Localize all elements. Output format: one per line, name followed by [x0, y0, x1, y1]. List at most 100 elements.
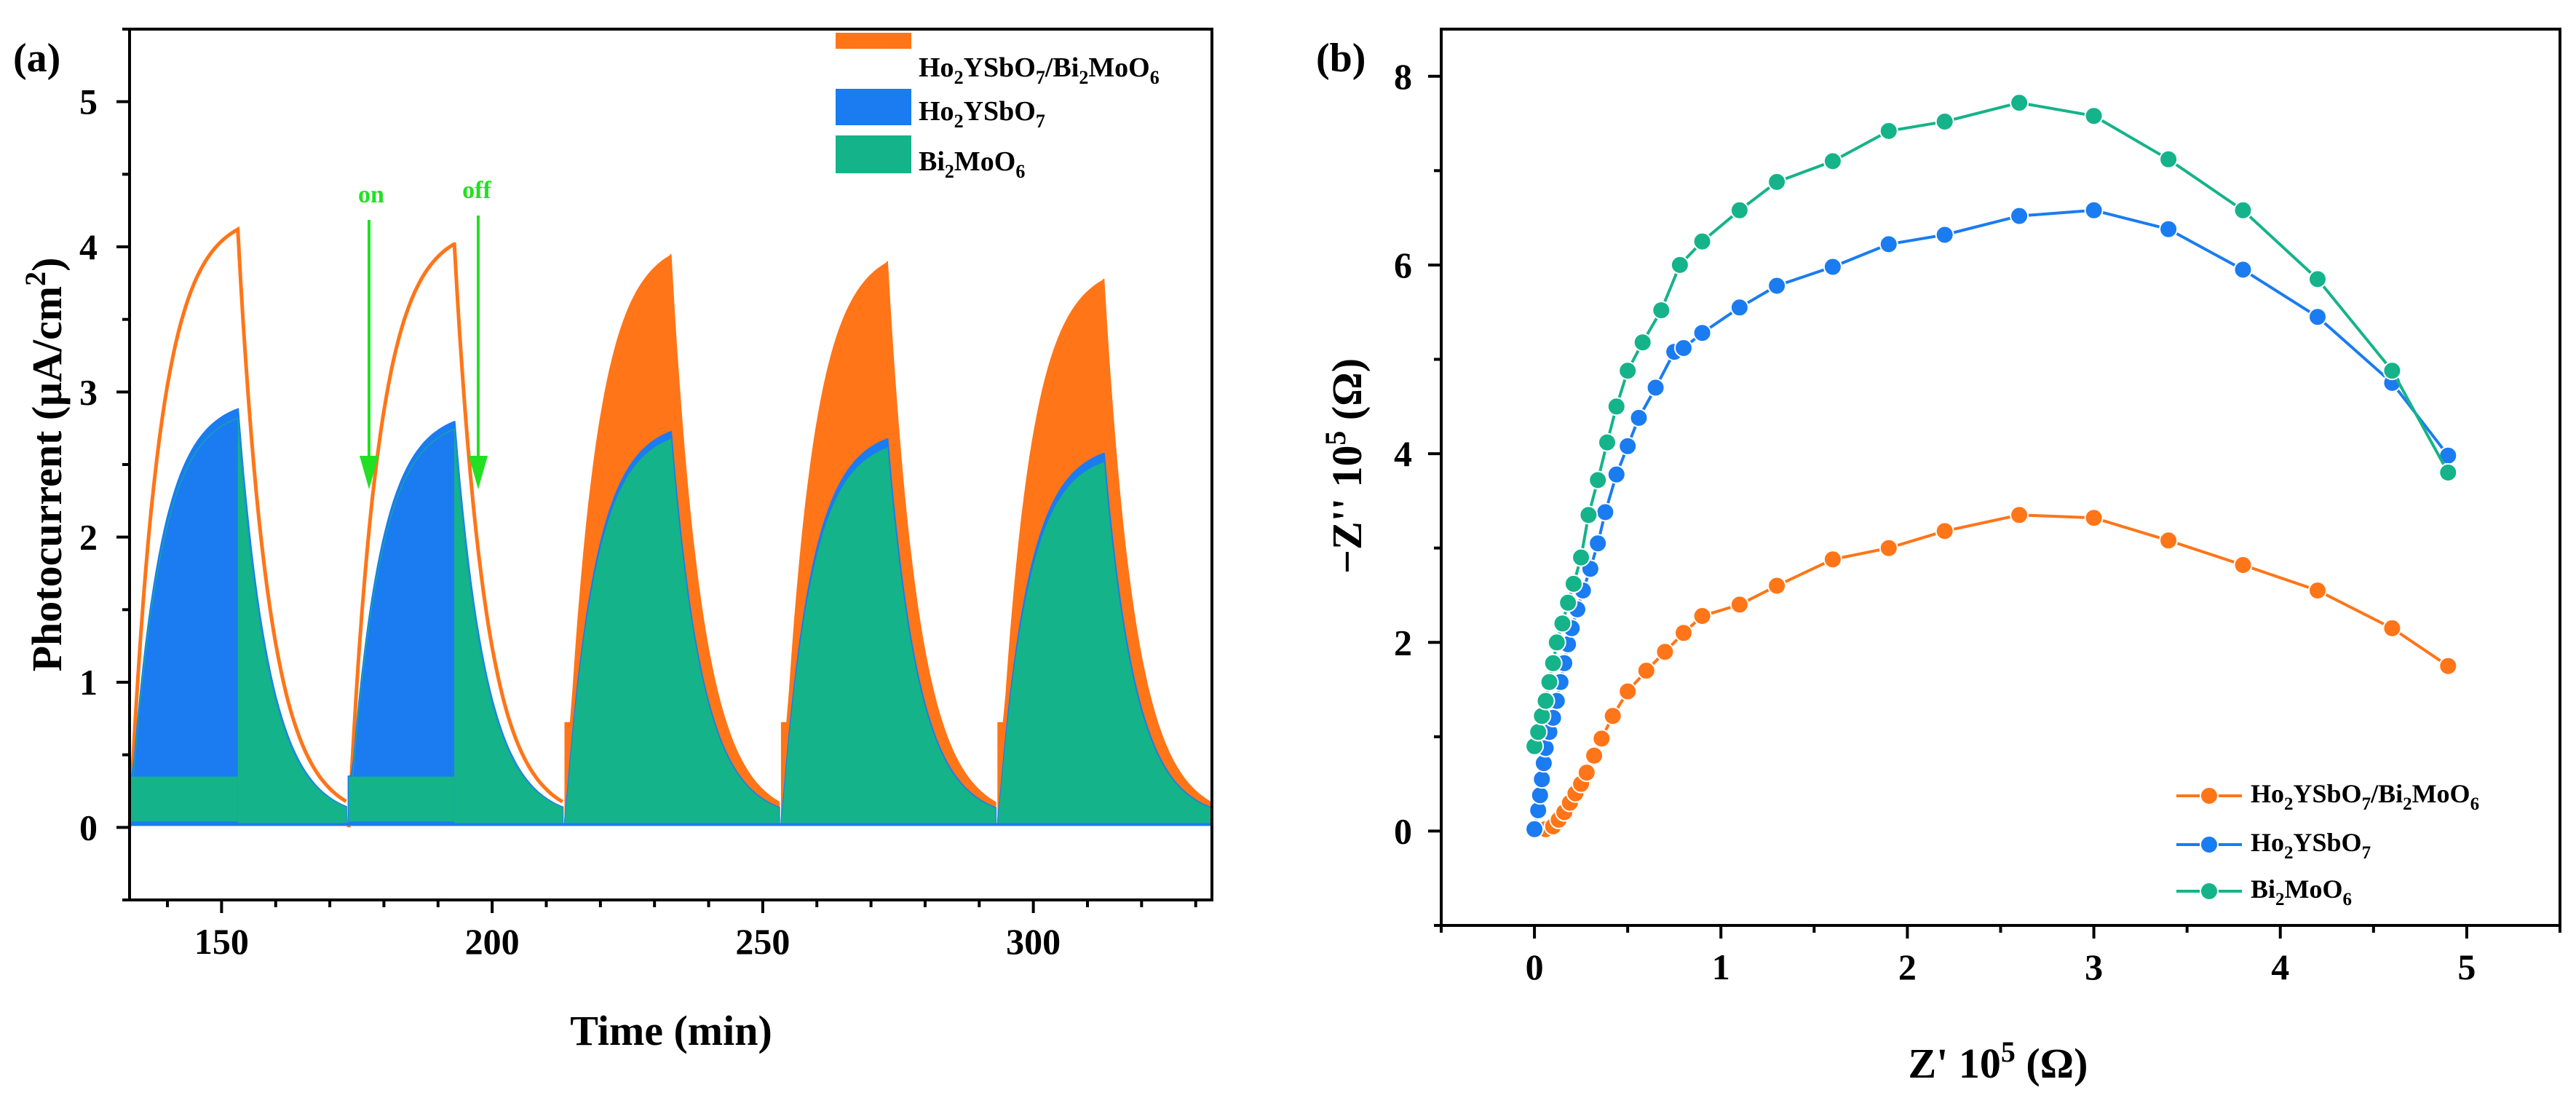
bi-data-point	[2438, 463, 2458, 482]
ho-data-point	[2308, 307, 2327, 327]
composite-data-point	[1729, 595, 1749, 615]
bi-data-point	[1529, 722, 1548, 742]
bi-data-point	[1536, 691, 1555, 711]
x-tick-label-b: 1	[1712, 947, 1730, 987]
legend-b-marker-bi	[2200, 882, 2219, 901]
bi-data-point	[1670, 255, 1689, 274]
ho-data-point	[2159, 219, 2179, 239]
off-annotation: off	[462, 177, 491, 489]
panel-b-y-axis-title: −Z'' 105 (Ω)	[1319, 358, 1371, 574]
bi-data-point	[2084, 106, 2104, 126]
composite-data-point	[2084, 508, 2104, 528]
legend-a-swatch-ho	[836, 89, 911, 125]
y-tick-label-a: 5	[79, 82, 98, 122]
panel-a-ticks: 150 200 250 300 0 1 2 3 4 5	[79, 28, 1197, 962]
panel-a-y-axis-title: Photocurrent (μA/cm2)	[19, 258, 71, 672]
bi-data-point	[1935, 112, 1954, 131]
y-tick-label-a: 0	[79, 807, 98, 848]
bi-decay-strip	[237, 426, 346, 825]
composite-data-point	[2010, 505, 2029, 525]
ho-data-point	[1692, 323, 1712, 343]
panel-a-photocurrent-chart: 150 200 250 300 0 1 2 3 4 5 (a) Time (min) Photoc…	[13, 28, 1213, 1054]
bi-data-point	[1729, 200, 1749, 220]
x-tick-label-a: 250	[735, 921, 790, 962]
legend-b-marker-ho	[2200, 835, 2219, 854]
composite-data-point	[1577, 763, 1596, 783]
bi-area-cycle	[997, 461, 1213, 825]
legend-a-label-composite: Ho2YSbO7/Bi2MoO6	[919, 52, 1160, 88]
bi-data-point	[1579, 505, 1598, 525]
bi-data-point	[2159, 149, 2179, 169]
y-tick-label-b: 4	[1394, 433, 1412, 474]
on-arrow-head	[360, 456, 379, 489]
composite-data-point	[1823, 550, 1842, 569]
composite-data-point	[1674, 623, 1693, 643]
legend-b-label-bi: Bi2MoO6	[2251, 874, 2352, 909]
y-tick-label-b: 0	[1394, 810, 1412, 851]
bi-data-point	[2308, 269, 2327, 289]
x-tick-label-a: 300	[1006, 921, 1061, 962]
bi-data-point	[1543, 653, 1563, 673]
legend-a-swatch-bi	[836, 135, 911, 173]
composite-curve-cycle	[127, 226, 347, 828]
ho-data-point	[1596, 502, 1615, 522]
legend-a-label-bi: Bi2MoO6	[919, 146, 1025, 182]
panel-b-plot-area	[1525, 93, 2458, 839]
ho-data-point	[1525, 819, 1545, 839]
y-tick-label-b: 8	[1394, 56, 1412, 97]
x-tick-label-b: 3	[2085, 947, 2103, 987]
composite-data-point	[1767, 576, 1787, 596]
bi-area-cycle	[565, 438, 780, 825]
x-tick-label-b: 2	[1898, 947, 1917, 987]
legend-b-label-composite: Ho2YSbO7/Bi2MoO6	[2251, 779, 2479, 814]
composite-data-point	[2438, 656, 2458, 676]
y-tick-label-b: 6	[1394, 245, 1412, 285]
panel-a-plot-area	[127, 226, 1213, 828]
panel-b-label: (b)	[1316, 36, 1366, 81]
bi-data-point	[2233, 200, 2253, 220]
composite-data-point	[2308, 581, 2327, 600]
legend-a-swatch-composite	[836, 33, 911, 49]
composite-data-point	[1692, 607, 1712, 625]
ho-data-point	[1588, 534, 1608, 553]
bi-data-point	[1823, 151, 1842, 171]
x-tick-label-b: 5	[2457, 947, 2476, 987]
bi-base-strip	[349, 776, 455, 822]
ho-data-point	[1618, 436, 1638, 456]
ho-data-point	[1606, 465, 1626, 484]
ho-data-point	[1646, 378, 1665, 398]
bi-data-point	[1558, 593, 1578, 612]
legend-b-item-composite: Ho2YSbO7/Bi2MoO6	[2176, 779, 2479, 814]
composite-data-point	[2382, 618, 2402, 638]
on-annotation: on	[358, 181, 384, 489]
panel-a-label: (a)	[13, 36, 60, 81]
x-tick-label-b: 0	[1526, 947, 1544, 987]
bi-data-point	[1633, 333, 1652, 352]
on-label: on	[358, 181, 384, 208]
x-tick-label-a: 200	[465, 921, 520, 962]
ho-data-point	[2233, 260, 2253, 280]
bi-data-point	[1553, 614, 1572, 633]
legend-b-item-ho: Ho2YSbO7	[2176, 828, 2371, 863]
legend-b-item-bi: Bi2MoO6	[2176, 874, 2352, 909]
composite-curve-cycle	[346, 242, 564, 828]
composite-data-point	[1655, 642, 1675, 662]
bi-data-point	[1598, 432, 1617, 452]
composite-data-point	[1603, 706, 1622, 726]
bi-data-point	[1692, 232, 1712, 251]
ho-data-point	[1530, 786, 1550, 805]
bi-data-point	[2382, 361, 2402, 381]
y-tick-label-a: 1	[79, 662, 98, 703]
off-arrow-head	[469, 456, 488, 489]
bi-decay-strip	[454, 436, 563, 825]
composite-data-point	[1935, 521, 1954, 541]
bi-data-point	[1572, 548, 1591, 567]
y-tick-label-b: 2	[1394, 622, 1412, 663]
bi-data-point	[1879, 121, 1898, 141]
panel-b-x-axis-title: Z' 105 (Ω)	[1909, 1035, 2088, 1087]
bi-data-point	[1767, 172, 1787, 191]
bi-data-point	[1606, 397, 1626, 416]
ho-data-point	[1879, 234, 1898, 254]
ho-data-point	[1729, 298, 1749, 317]
ho-data-point	[1532, 770, 1552, 789]
